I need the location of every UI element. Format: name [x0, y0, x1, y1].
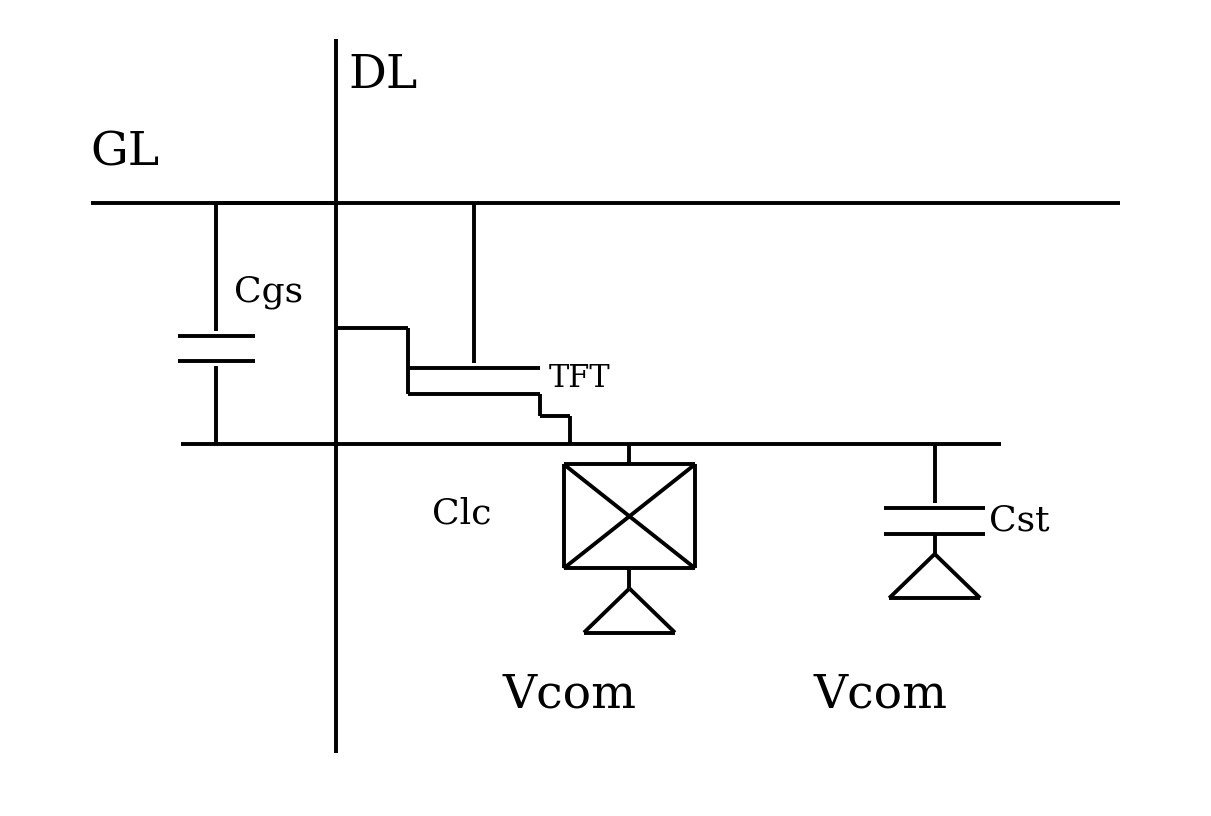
Text: Cst: Cst [988, 503, 1049, 537]
Text: Clc: Clc [432, 497, 492, 531]
Text: Cgs: Cgs [235, 275, 304, 308]
Text: DL: DL [348, 52, 418, 98]
Text: TFT: TFT [550, 363, 610, 394]
Text: GL: GL [91, 130, 160, 175]
Text: Vcom: Vcom [814, 672, 948, 718]
Text: Vcom: Vcom [503, 672, 637, 718]
